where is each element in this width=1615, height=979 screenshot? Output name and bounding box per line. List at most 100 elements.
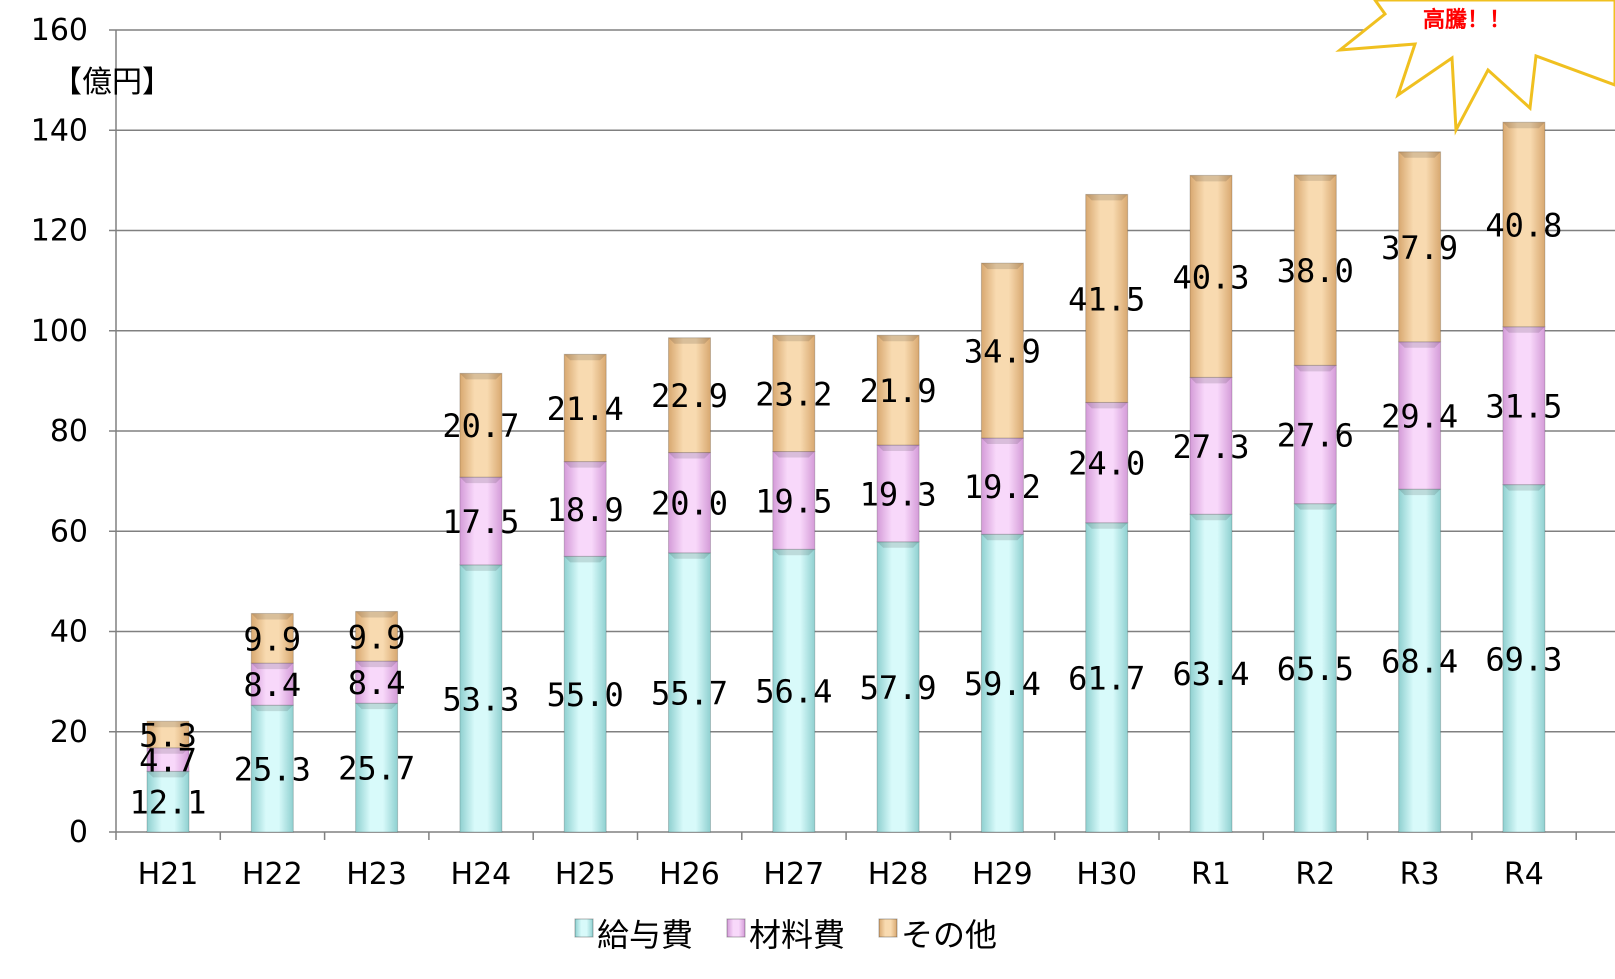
- bar-bevel: [147, 747, 189, 754]
- bar-R4-1: [1502, 326, 1546, 486]
- bar-bevel: [1398, 489, 1441, 496]
- data-label: 25.3: [234, 751, 311, 789]
- bar-H21-0: [146, 770, 190, 833]
- bar-H27-1: [772, 451, 816, 550]
- bar-bevel: [981, 263, 1024, 270]
- x-tick-label: R2: [1295, 857, 1335, 892]
- y-tick-label: 40: [50, 615, 88, 650]
- data-label: 20.0: [651, 485, 728, 523]
- data-label: 57.9: [860, 669, 937, 707]
- bar-H28-1: [876, 444, 920, 543]
- bar-R1-0: [1189, 513, 1233, 833]
- data-label: 65.5: [1277, 650, 1354, 688]
- bar-bevel: [1190, 377, 1232, 384]
- data-label: 19.3: [860, 475, 937, 513]
- bar-H22-0: [250, 704, 294, 833]
- data-labels: 12.1 4.75.3 25.3 8.4 9.9 25.7 8.4 9.9 53.3 17.5 20…: [129, 206, 1562, 821]
- data-label: 68.4: [1381, 643, 1458, 681]
- bar-bevel: [251, 705, 294, 712]
- legend-swatch: [726, 918, 746, 938]
- bar-H29-2: [980, 262, 1024, 439]
- bar-H30-0: [1085, 522, 1129, 833]
- bar-bevel: [877, 541, 920, 548]
- data-label: 37.9: [1381, 229, 1458, 267]
- data-label: 53.3: [442, 680, 519, 718]
- bar-bevel: [877, 335, 920, 342]
- y-tick-label: 160: [31, 13, 88, 48]
- bar-H23-1: [355, 660, 399, 704]
- bar-bevel: [564, 461, 607, 468]
- bar-R1-2: [1189, 174, 1233, 378]
- bar-bevel: [564, 354, 607, 361]
- y-tick-label: 20: [50, 715, 88, 750]
- bar-H28-2: [876, 334, 920, 446]
- bar-bevel: [1398, 341, 1441, 348]
- bar-R4-0: [1502, 484, 1546, 833]
- bar-R2-2: [1293, 174, 1337, 366]
- data-label: 31.5: [1485, 388, 1562, 426]
- bar-R4-2: [1502, 121, 1546, 328]
- x-tick-label: R1: [1191, 857, 1231, 892]
- data-label: 40.8: [1485, 206, 1562, 244]
- annotation-text: 高騰！！: [1423, 7, 1511, 33]
- x-tick-label: H26: [659, 857, 720, 892]
- bar-bevel: [355, 661, 398, 668]
- bar-H24-2: [459, 372, 503, 478]
- bar-bevel: [355, 703, 398, 710]
- bar-bevel: [772, 549, 815, 556]
- x-tick-label: H30: [1076, 857, 1137, 892]
- data-label: 17.5: [442, 503, 519, 541]
- bar-bevel: [147, 771, 189, 778]
- bar-bevel: [1294, 174, 1337, 181]
- bar-bevel: [981, 438, 1024, 445]
- data-label: 29.4: [1381, 397, 1458, 435]
- legend-label: 材料費: [749, 916, 845, 954]
- data-label: 34.9: [964, 333, 1041, 371]
- x-tick-label: H28: [868, 857, 929, 892]
- bar-bevel: [355, 611, 398, 618]
- bar-bevel: [1085, 402, 1128, 409]
- bar-H22-1: [250, 662, 294, 706]
- data-label: 4.7: [139, 742, 197, 780]
- data-label: 55.0: [547, 676, 624, 714]
- data-label: 19.2: [964, 468, 1041, 506]
- bar-H30-1: [1085, 401, 1129, 524]
- data-label: 25.7: [338, 750, 415, 788]
- burst-shape: [1335, 0, 1615, 136]
- data-label: 22.9: [651, 377, 728, 415]
- bar-H24-1: [459, 476, 503, 566]
- data-label: 21.4: [547, 390, 624, 428]
- bar-bevel: [1190, 514, 1232, 521]
- annotation-burst: 高騰！！: [1335, 0, 1615, 136]
- bar-H28-0: [876, 541, 920, 833]
- x-tick-label: H21: [138, 857, 199, 892]
- bar-H29-1: [980, 437, 1024, 535]
- unit-label: 【億円】: [52, 65, 172, 100]
- data-label: 23.2: [755, 375, 832, 413]
- bar-bevel: [668, 337, 711, 344]
- bar-bevel: [668, 552, 711, 559]
- data-label: 56.4: [755, 673, 832, 711]
- bar-H25-1: [563, 461, 607, 557]
- bar-bevel: [459, 373, 502, 380]
- data-label: 9.9: [348, 618, 406, 656]
- x-tick-label: H27: [763, 857, 824, 892]
- x-tick-label: H23: [346, 857, 407, 892]
- bar-H26-0: [668, 552, 711, 833]
- data-label: 9.9: [243, 620, 301, 658]
- bar-bevel: [668, 452, 711, 459]
- bar-H26-2: [668, 337, 711, 454]
- data-label: 55.7: [651, 674, 728, 712]
- bar-H26-1: [668, 452, 711, 554]
- bar-bevel: [1294, 365, 1337, 372]
- data-label: 19.5: [755, 482, 832, 520]
- data-label: 27.6: [1277, 417, 1354, 455]
- x-tick-label: R3: [1400, 857, 1440, 892]
- y-tick-label: 100: [31, 314, 88, 349]
- legend-label: その他: [901, 916, 997, 954]
- bar-bevel: [1502, 326, 1545, 333]
- bar-bevel: [1502, 484, 1545, 491]
- data-label: 69.3: [1485, 640, 1562, 678]
- bar-H22-2: [250, 612, 294, 664]
- data-label: 8.4: [243, 666, 301, 704]
